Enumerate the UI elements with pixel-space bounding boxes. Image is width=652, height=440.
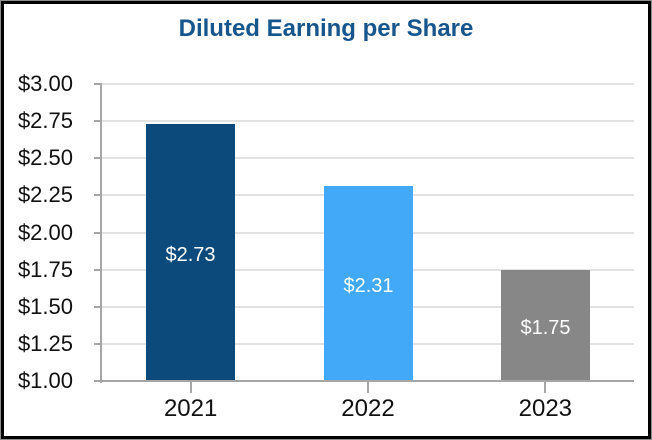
y-axis-tick bbox=[94, 232, 102, 234]
bar-value-label-2021: $2.73 bbox=[165, 244, 216, 266]
y-axis-tick-label: $1.50 bbox=[17, 294, 73, 319]
y-axis-tick-label: $2.50 bbox=[17, 145, 73, 170]
y-axis-tick bbox=[94, 120, 102, 122]
bar-2022: $2.31 bbox=[324, 186, 413, 381]
gridline bbox=[102, 157, 634, 159]
y-axis-line bbox=[100, 84, 102, 383]
x-axis-tick bbox=[544, 381, 547, 393]
y-axis-tick bbox=[94, 343, 102, 345]
gridline bbox=[102, 120, 634, 122]
y-axis-tick-label: $3.00 bbox=[17, 71, 73, 96]
gridline bbox=[102, 83, 634, 85]
bar-value-label-2022: $2.31 bbox=[343, 275, 394, 297]
y-axis-tick-label: $2.00 bbox=[17, 220, 73, 245]
y-axis-tick bbox=[94, 269, 102, 271]
y-axis-tick-label: $1.25 bbox=[17, 331, 73, 356]
y-axis-tick bbox=[94, 83, 102, 85]
y-axis-tick-label: $1.75 bbox=[17, 257, 73, 282]
y-axis-tick-label: $2.75 bbox=[17, 108, 73, 133]
y-axis-tick-label: $2.25 bbox=[17, 182, 73, 207]
y-axis-tick bbox=[94, 306, 102, 308]
x-axis-tick bbox=[189, 381, 192, 393]
y-axis-tick bbox=[94, 157, 102, 159]
bar-2021: $2.73 bbox=[146, 124, 235, 381]
x-axis-tick bbox=[367, 381, 369, 393]
y-axis-tick bbox=[94, 194, 102, 196]
bar-value-label-2023: $1.75 bbox=[520, 317, 571, 339]
chart-title: Diluted Earning per Share bbox=[178, 15, 474, 42]
x-axis-line bbox=[94, 380, 634, 382]
bar-2023: $1.75 bbox=[501, 270, 590, 381]
x-axis-tick-label-2023: 2023 bbox=[518, 395, 573, 422]
x-axis-tick-label-2022: 2022 bbox=[341, 395, 395, 422]
y-axis-tick-label: $1.00 bbox=[17, 368, 73, 393]
x-axis-tick-label-2021: 2021 bbox=[163, 395, 218, 422]
